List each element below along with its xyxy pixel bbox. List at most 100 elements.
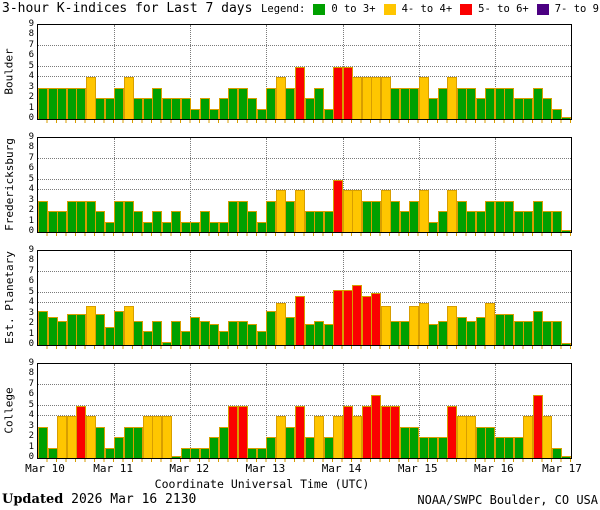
k-bar [104,327,115,345]
y-tick-label: 5 [28,60,34,71]
gridline-k5 [38,291,571,293]
k-bar [142,416,153,458]
updated-label: Updated [2,492,64,507]
k-bar [494,437,505,458]
k-bar [513,211,524,232]
y-tick-label: 8 [28,142,34,153]
k-bar [333,416,344,458]
y-tick-label: 6 [28,276,34,287]
k-bar [161,416,172,458]
k-bar [532,311,543,345]
k-bar [447,77,458,119]
k-bar [523,321,534,345]
k-bar [504,201,515,232]
k-bar [95,211,106,232]
gridline-day [114,25,116,119]
k-bar [342,190,353,232]
k-bar [361,201,372,232]
k-bar [523,416,534,458]
k-bar [218,427,229,458]
k-bar [294,296,305,345]
gridline-k5 [38,178,571,180]
panel-plot-boulder [37,24,572,120]
k-bar [390,321,401,345]
k-bar [133,321,144,345]
gridline-day [418,138,420,232]
hour-ticks [38,459,571,462]
x-axis-title: Coordinate Universal Time (UTC) [154,477,370,491]
k-bar [551,211,562,232]
k-bar [47,317,58,345]
k-bar [190,109,201,119]
k-bar [133,98,144,119]
gridline-day [114,251,116,345]
k-bar [161,342,172,345]
k-bar [294,406,305,458]
y-tick-label: 1 [28,328,34,339]
y-tick-label: 4 [28,184,34,195]
panel-title-college: College [2,386,16,434]
k-bar [456,317,467,345]
gridline-k7 [38,157,571,159]
gridline-k5 [38,404,571,406]
gridline-k7 [38,44,571,46]
k-bar [266,201,277,232]
gridline-day [494,138,496,232]
k-bar [494,314,505,345]
k-bar [38,311,49,345]
gridline-day [494,364,496,458]
y-tick-label: 6 [28,50,34,61]
k-bar [475,98,486,119]
y-tick-label: 9 [28,19,34,29]
k-bar [190,222,201,232]
gridline-day [266,364,268,458]
legend: Legend: 0 to 3+ 4- to 4+ 5- to 6+ 7- to 9 [261,3,599,15]
k-bar [199,211,210,232]
y-tick-label: 6 [28,163,34,174]
k-bar [237,88,248,119]
k-bar [323,109,334,119]
k-bar [561,343,572,345]
k-bar [228,321,239,345]
k-bar [76,406,87,458]
k-bar [561,456,572,458]
y-tick-label: 3 [28,194,34,205]
k-bar [114,311,125,345]
k-bar [76,314,87,345]
k-bar [323,211,334,232]
k-bar [314,416,325,458]
k-bar [171,321,182,345]
k-bar [285,427,296,458]
y-tick-label: 3 [28,81,34,92]
k-bar [456,201,467,232]
k-bar [314,321,325,345]
k-bar [314,211,325,232]
k-bar [247,98,258,119]
k-bar [152,416,163,458]
k-bar [342,290,353,345]
k-bar [266,311,277,345]
y-tick-label: 9 [28,358,34,368]
k-bar [409,427,420,458]
y-tick-label: 2 [28,92,34,103]
k-bar [352,77,363,119]
k-bar [342,67,353,119]
k-bar [352,285,363,345]
x-tick-label: Mar 10 [25,462,65,475]
k-bar [237,406,248,458]
k-bar [256,222,267,232]
source-text: NOAA/SWPC Boulder, CO USA [417,493,598,507]
k-bar [190,448,201,458]
gridline-day [494,25,496,119]
k-bar [485,88,496,119]
k-bar [133,427,144,458]
k-bar [85,201,96,232]
k-bar [399,211,410,232]
y-tick-label: 0 [28,226,34,236]
k-bar [114,437,125,458]
legend-item-label: 5- to 6+ [478,3,529,15]
k-bar [504,314,515,345]
k-bar [456,88,467,119]
k-bar [333,67,344,119]
